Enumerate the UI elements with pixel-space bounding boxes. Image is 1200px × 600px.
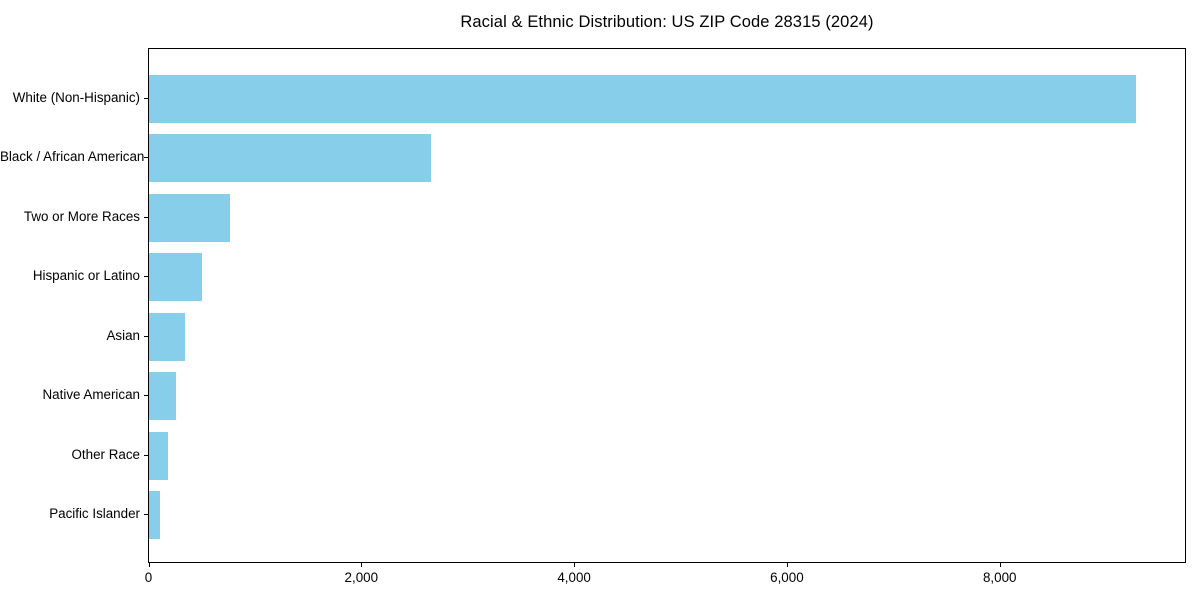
y-tick-label-3: Hispanic or Latino — [32, 268, 140, 283]
plot-area — [148, 48, 1186, 563]
x-tick-label-4: 8,000 — [982, 570, 1017, 585]
bar-1 — [149, 134, 431, 182]
y-tick-label-4: Asian — [106, 327, 141, 343]
y-tick-mark-2 — [144, 216, 148, 218]
y-tick-mark-3 — [144, 276, 148, 277]
y-tick-mark-1 — [144, 157, 148, 158]
y-tick-mark-5 — [144, 395, 148, 396]
x-tick-label-1: 2,000 — [344, 570, 379, 585]
bar-7 — [149, 491, 160, 539]
y-tick-label-2: Two or More Races — [23, 208, 140, 224]
y-tick-label-6: Other Race — [71, 446, 140, 462]
y-tick-mark-6 — [144, 454, 148, 456]
x-tick-label-0: 0 — [144, 570, 153, 585]
x-tick-mark-0 — [148, 563, 150, 567]
x-tick-label-3: 6,000 — [770, 570, 804, 585]
y-tick-label-0: White (Non-Hispanic) — [12, 89, 140, 105]
bar-5 — [149, 372, 177, 420]
y-tick-mark-7 — [144, 514, 148, 515]
bar-6 — [149, 431, 168, 480]
y-tick-label-7: Pacific Islander — [49, 506, 140, 521]
x-tick-mark-4 — [999, 563, 1001, 567]
x-tick-label-2: 4,000 — [557, 570, 591, 585]
bar-4 — [149, 312, 186, 361]
y-tick-label-1: Black / African American — [0, 149, 145, 164]
y-tick-mark-0 — [144, 97, 148, 99]
bar-2 — [149, 193, 230, 242]
x-tick-mark-2 — [574, 563, 576, 567]
chart-title: Racial & Ethnic Distribution: US ZIP Cod… — [460, 13, 874, 31]
x-tick-mark-3 — [786, 563, 788, 567]
x-tick-mark-1 — [361, 563, 363, 567]
bar-0 — [149, 74, 1137, 123]
y-tick-mark-4 — [144, 335, 148, 337]
y-tick-label-5: Native American — [42, 387, 141, 402]
bar-3 — [149, 253, 202, 301]
